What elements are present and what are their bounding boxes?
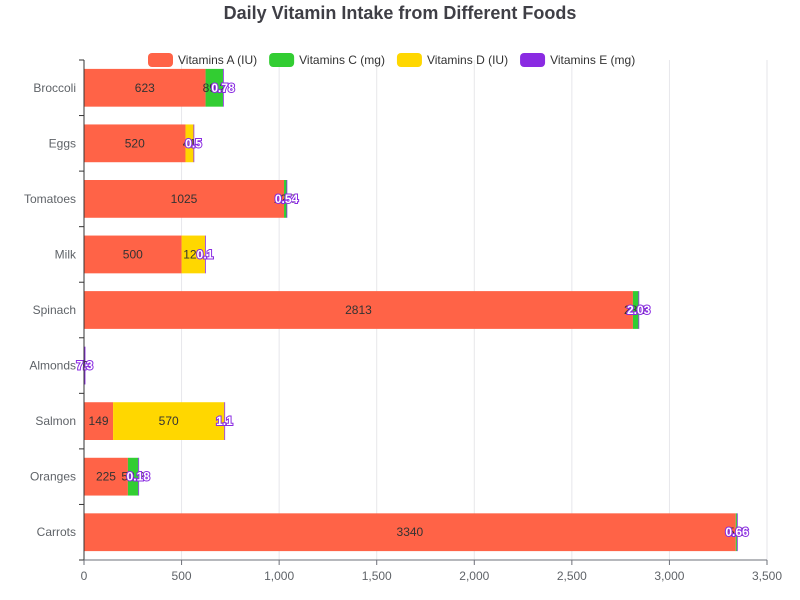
bar-carrots-series-1[interactable] bbox=[735, 513, 737, 552]
bar-eggs-series-3[interactable] bbox=[193, 124, 195, 163]
legend[interactable]: Vitamins A (IU) Vitamins C (mg) Vitamins D… bbox=[148, 53, 635, 67]
x-tick-label: 1,500 bbox=[362, 569, 392, 583]
bar-label-spinach-series-3: 2.03 bbox=[627, 303, 651, 317]
bar-broccoli-series-3[interactable] bbox=[222, 68, 224, 107]
bar-spinach-series-1[interactable] bbox=[632, 291, 639, 329]
y-tick-label-tomatoes: Tomatoes bbox=[24, 192, 76, 206]
x-tick-label: 2,500 bbox=[557, 569, 587, 583]
y-tick-label-milk: Milk bbox=[55, 247, 77, 261]
bar-label-milk-series-0: 500 bbox=[123, 247, 143, 261]
legend-item-vitamins-a-iu[interactable]: Vitamins A (IU) bbox=[148, 53, 257, 67]
bar-eggs-series-2[interactable] bbox=[185, 124, 194, 163]
bar-label-eggs-series-3: 0.5 bbox=[185, 136, 202, 150]
bar-label-carrots-series-1: 5.9 bbox=[728, 525, 745, 539]
bar-carrots-series-3[interactable] bbox=[736, 513, 738, 552]
bar-label-broccoli-series-0: 623 bbox=[135, 81, 155, 95]
legend-item-vitamins-e-mg[interactable]: Vitamins E (mg) bbox=[520, 53, 635, 67]
x-tick-label: 1,000 bbox=[264, 569, 294, 583]
y-tick-label-salmon: Salmon bbox=[35, 414, 76, 428]
x-tick-label: 0 bbox=[81, 569, 88, 583]
x-tick-label: 500 bbox=[172, 569, 192, 583]
bar-spinach-series-0[interactable] bbox=[84, 291, 633, 329]
bar-tomatoes-series-0[interactable] bbox=[84, 180, 285, 218]
legend-label: Vitamins E (mg) bbox=[550, 53, 635, 67]
x-tick-label: 3,500 bbox=[752, 569, 782, 583]
legend-swatch bbox=[148, 53, 173, 67]
bar-broccoli-series-0[interactable] bbox=[84, 68, 206, 107]
legend-label: Vitamins C (mg) bbox=[299, 53, 385, 67]
y-tick-label-broccoli: Broccoli bbox=[33, 81, 76, 95]
bar-salmon-series-0[interactable] bbox=[84, 402, 114, 440]
bar-label-broccoli-series-1: 89.2 bbox=[203, 81, 227, 95]
legend-item-vitamins-c-mg[interactable]: Vitamins C (mg) bbox=[269, 53, 385, 67]
chart-title: Daily Vitamin Intake from Different Food… bbox=[224, 3, 577, 23]
bar-oranges-series-1[interactable] bbox=[127, 457, 139, 496]
y-tick-label-oranges: Oranges bbox=[30, 470, 76, 484]
legend-swatch bbox=[269, 53, 295, 67]
bar-salmon-series-3[interactable] bbox=[224, 402, 226, 440]
bar-label-salmon-series-0: 149 bbox=[89, 414, 109, 428]
bar-oranges-series-0[interactable] bbox=[84, 457, 128, 496]
bar-label-tomatoes-series-0: 1025 bbox=[171, 192, 198, 206]
y-tick-label-eggs: Eggs bbox=[49, 136, 76, 150]
bar-tomatoes-series-1[interactable] bbox=[284, 180, 287, 218]
bar-label-almonds-series-0: 0 bbox=[83, 359, 90, 373]
bar-label-almonds-series-3: 7.3 bbox=[76, 359, 93, 373]
legend-label: Vitamins A (IU) bbox=[178, 53, 257, 67]
bars bbox=[84, 68, 738, 552]
bar-label-spinach-series-1: 28.1 bbox=[624, 303, 648, 317]
legend-swatch bbox=[396, 53, 422, 67]
bar-milk-series-2[interactable] bbox=[181, 235, 205, 274]
x-axis: 0 500 1,000 1,500 2,000 2,500 3,000 3,500 bbox=[81, 559, 782, 583]
bar-label-salmon-series-2: 570 bbox=[159, 414, 179, 428]
legend-swatch bbox=[520, 53, 546, 67]
bar-tomatoes-series-3[interactable] bbox=[286, 180, 288, 218]
legend-label: Vitamins D (IU) bbox=[427, 53, 508, 67]
bar-label-broccoli-series-3: 0.78 bbox=[211, 81, 235, 95]
bar-label-tomatoes-series-3: 0.54 bbox=[275, 192, 299, 206]
bar-milk-series-0[interactable] bbox=[84, 235, 182, 274]
legend-item-vitamins-d-iu[interactable]: Vitamins D (IU) bbox=[396, 53, 508, 67]
y-tick-label-almonds: Almonds bbox=[29, 359, 76, 373]
bar-salmon-series-2[interactable] bbox=[113, 402, 225, 440]
y-tick-label-carrots: Carrots bbox=[37, 525, 76, 539]
bar-label-tomatoes-series-1: 12.7 bbox=[274, 192, 298, 206]
y-axis: Broccoli Eggs Tomatoes Milk Spinach Almonds Sa… bbox=[24, 59, 85, 561]
x-tick-label: 3,000 bbox=[654, 569, 684, 583]
y-tick-label-spinach: Spinach bbox=[33, 303, 76, 317]
bar-label-carrots-series-3: 0.66 bbox=[725, 525, 749, 539]
bar-carrots-series-0[interactable] bbox=[84, 513, 736, 552]
bar-label-oranges-series-3: 0.18 bbox=[127, 470, 151, 484]
bar-label-spinach-series-0: 2813 bbox=[345, 303, 372, 317]
bar-label-milk-series-3: 0.1 bbox=[197, 247, 214, 261]
bar-label-carrots-series-0: 3340 bbox=[397, 525, 424, 539]
bar-milk-series-3[interactable] bbox=[204, 235, 206, 274]
bar-spinach-series-3[interactable] bbox=[638, 291, 640, 329]
bar-label-salmon-series-3: 1.1 bbox=[216, 414, 233, 428]
bar-eggs-series-0[interactable] bbox=[84, 124, 186, 163]
bar-oranges-series-3[interactable] bbox=[138, 457, 140, 496]
bar-label-eggs-series-0: 520 bbox=[125, 136, 145, 150]
bar-label-milk-series-2: 120 bbox=[183, 247, 203, 261]
bar-broccoli-series-1[interactable] bbox=[205, 68, 223, 107]
bar-label-eggs-series-2: 41 bbox=[183, 136, 197, 150]
x-tick-label: 2,000 bbox=[459, 569, 489, 583]
bar-label-oranges-series-1: 53.2 bbox=[121, 470, 145, 484]
bar-label-oranges-series-0: 225 bbox=[96, 470, 116, 484]
bar-almonds-series-3[interactable] bbox=[84, 346, 86, 385]
